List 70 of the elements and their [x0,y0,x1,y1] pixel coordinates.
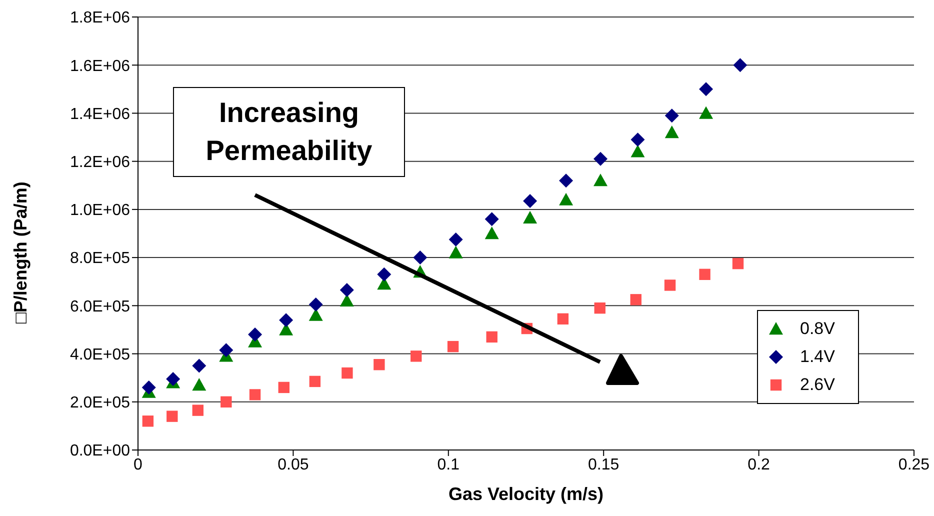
point [630,294,642,306]
point [248,328,262,342]
point [220,396,232,408]
point [523,210,538,224]
point [523,194,538,208]
x-tick-label: 0 [134,456,143,474]
legend-label: 1.4V [800,347,835,367]
legend-label: 2.6V [800,375,835,395]
point [192,378,206,391]
point [484,226,499,240]
point [699,106,714,119]
y-tick-label: 6.0E+05 [70,298,130,316]
point [142,416,154,427]
point [557,313,569,324]
annotation: Increasing Permeability [173,87,405,177]
point [733,58,748,72]
point [410,350,422,362]
point [484,212,499,226]
point [219,343,234,358]
x-tick-label: 0.25 [898,456,930,474]
y-tick-label: 1.2E+06 [70,154,130,172]
point [559,174,574,188]
point [340,283,354,298]
point [278,382,290,394]
y-axis-title: □P/length (Pa/m) [10,182,30,324]
y-tick-label: 4.0E+05 [70,346,130,364]
point [630,144,645,158]
y-tick-label: 1.8E+06 [70,10,130,27]
point [166,372,180,386]
point [448,246,463,258]
point [192,358,206,373]
point [166,410,178,422]
y-tick-label: 1.4E+06 [70,106,130,123]
legend-label: 0.8V [800,319,835,339]
point [309,376,321,388]
y-tick-label: 1.0E+06 [70,202,130,220]
y-tick-label: 8.0E+05 [70,250,130,268]
point [486,331,498,343]
point [664,108,679,123]
point [630,132,645,147]
point [559,192,574,206]
x-axis-title: Gas Velocity (m/s) [448,484,604,504]
point [377,267,392,282]
y-tick-label: 1.6E+06 [70,58,130,75]
point [593,174,608,186]
point [249,389,261,400]
point [413,250,428,265]
point [308,308,323,321]
point [142,380,156,394]
point [664,125,679,138]
point [192,404,204,416]
y-tick-label: 2.0E+05 [70,394,130,412]
point [340,294,354,306]
point [448,232,463,247]
point [732,258,744,270]
x-tick-label: 0.1 [437,456,460,474]
point [699,268,710,280]
point [447,340,459,352]
point [593,152,608,166]
point [594,302,606,314]
x-tick-label: 0.15 [588,456,620,474]
x-tick-label: 0.05 [278,456,309,474]
x-tick-label: 0.2 [748,456,770,474]
point [664,280,676,291]
point [374,359,385,370]
point [308,297,323,312]
point [279,313,294,328]
point [342,367,353,379]
point [699,82,714,96]
y-tick-label: 0.0E+00 [70,442,130,460]
